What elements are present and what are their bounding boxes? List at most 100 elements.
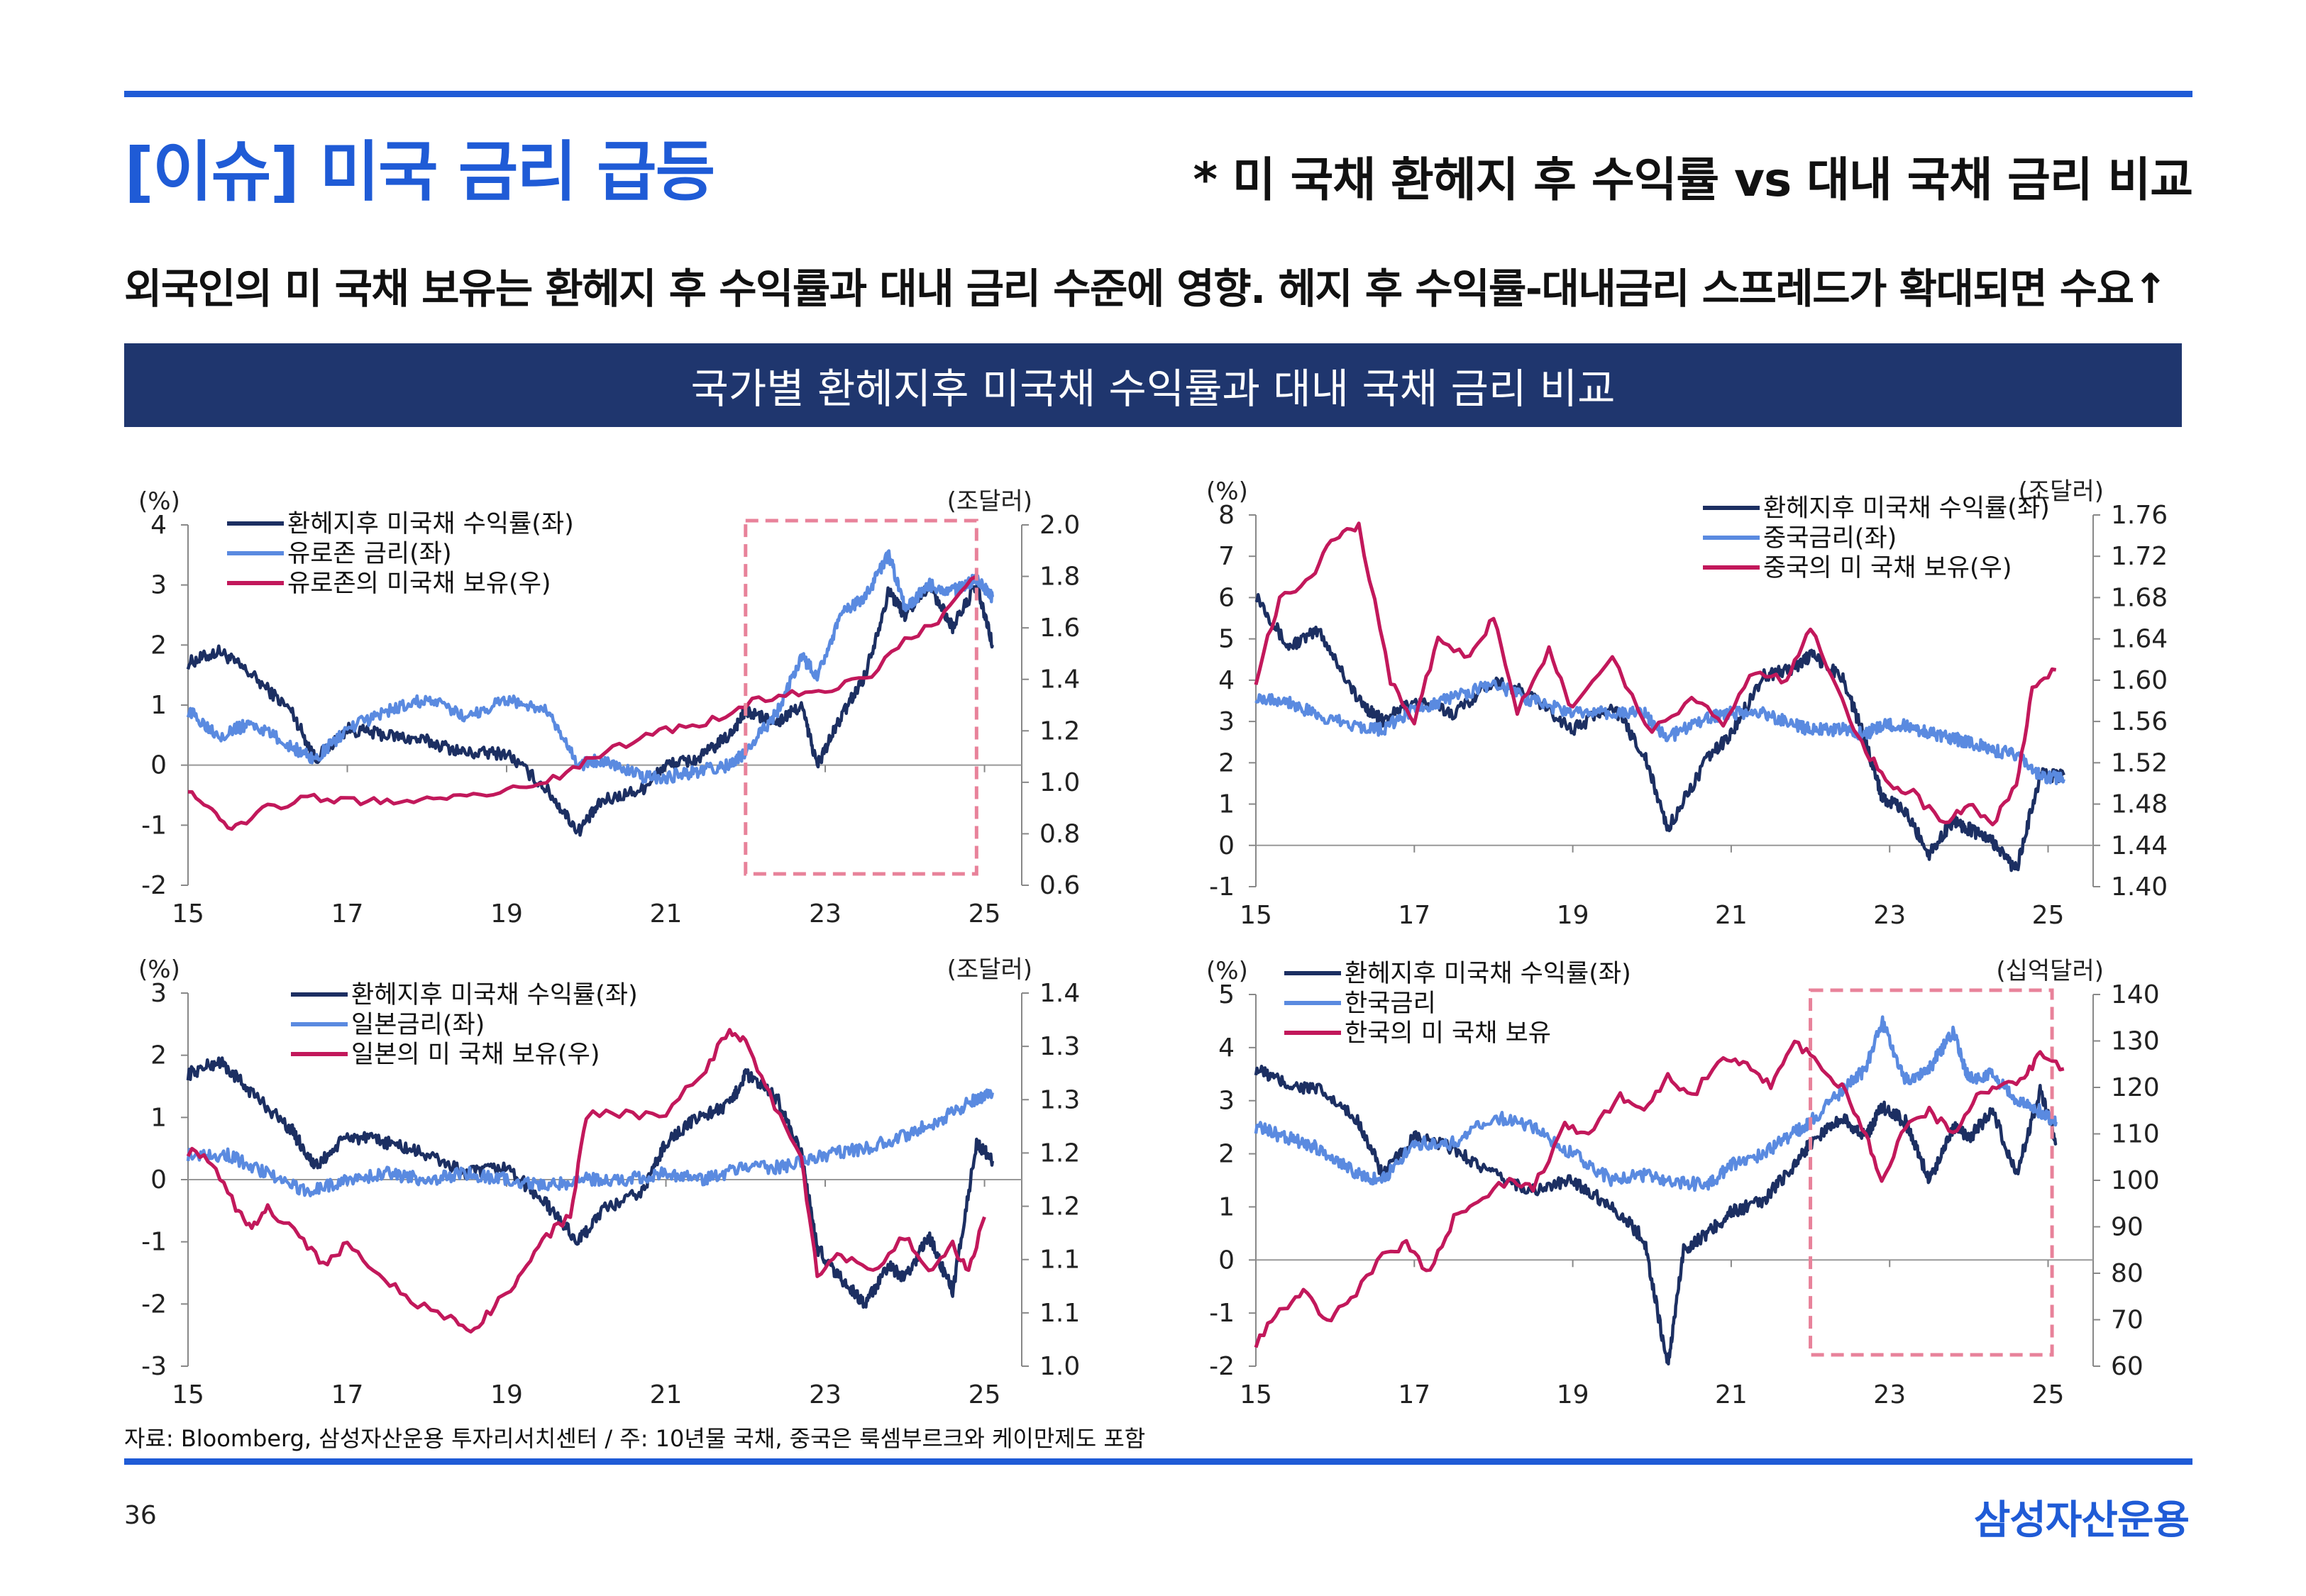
legend-label: 유로존 금리(좌) [287, 540, 452, 568]
left-tick-label: 2 [1218, 748, 1235, 777]
x-tick-label: 23 [809, 899, 842, 929]
left-tick-label: 2 [1218, 1140, 1235, 1169]
left-tick-label: 5 [1218, 625, 1235, 654]
right-unit-label: (조달러) [947, 955, 1032, 984]
series-line-3 [1254, 521, 2057, 826]
right-tick-label: 1.56 [2111, 707, 2168, 736]
right-tick-label: 1.72 [2111, 542, 2168, 571]
bottom-rule [124, 1458, 2192, 1465]
series-line-3 [186, 1028, 986, 1334]
left-tick-label: 8 [1218, 501, 1235, 530]
left-tick-label: -3 [141, 1352, 167, 1381]
x-tick-label: 15 [1240, 1380, 1272, 1409]
left-unit-label: (%) [1206, 957, 1248, 985]
right-unit-label: (조달러) [947, 487, 1032, 516]
left-tick-label: 1 [150, 1103, 167, 1132]
left-tick-label: 5 [1218, 980, 1235, 1009]
left-tick-label: -2 [141, 871, 167, 900]
x-tick-label: 23 [1873, 1380, 1906, 1409]
x-tick-label: 21 [1715, 1380, 1748, 1409]
right-tick-label: 1.8 [1039, 563, 1080, 592]
x-tick-label: 25 [969, 899, 1001, 929]
chart-korea: (%) (십억달러)543210-1-2140130120110100908070… [1206, 957, 2160, 1409]
right-tick-label: 110 [2111, 1120, 2160, 1149]
page-subtitle: * 미 국채 환헤지 후 수익률 vs 대내 국채 금리 비교 [1193, 153, 2193, 207]
legend-label: 일본금리(좌) [351, 1011, 485, 1039]
highlight-box [1809, 988, 2054, 1357]
x-tick-label: 19 [490, 899, 523, 929]
right-tick-label: 1.6 [1039, 614, 1080, 643]
series-line-2 [1254, 1015, 2058, 1192]
x-tick-label: 19 [1557, 901, 1589, 930]
right-tick-label: 1.64 [2111, 625, 2168, 654]
series-line-2 [186, 549, 995, 785]
series-line-2 [1254, 679, 2065, 786]
left-tick-label: 4 [150, 511, 167, 540]
chart-eurozone: (%) (조달러)43210-1-22.01.81.61.41.21.00.80.… [138, 487, 1080, 929]
left-tick-label: 4 [1218, 1033, 1235, 1063]
x-tick-label: 15 [172, 899, 204, 929]
right-tick-label: 1.2 [1039, 1192, 1080, 1221]
legend-label: 환헤지후 미국채 수익률(좌) [1763, 494, 2050, 523]
right-tick-label: 1.60 [2111, 666, 2168, 695]
left-tick-label: -1 [141, 811, 167, 840]
x-tick-label: 19 [490, 1380, 523, 1409]
x-tick-label: 17 [331, 899, 364, 929]
page-title: [이슈] 미국 금리 급등 [124, 134, 715, 210]
chart-china: (%) (조달러)876543210-11.761.721.681.641.601… [1206, 477, 2168, 930]
x-tick-label: 25 [2032, 1380, 2065, 1409]
right-tick-label: 0.8 [1039, 819, 1080, 848]
left-tick-label: 1 [150, 691, 167, 720]
right-tick-label: 1.44 [2111, 831, 2168, 860]
right-tick-label: 1.0 [1039, 1352, 1080, 1381]
legend-label: 중국의 미 국채 보유(우) [1763, 554, 2012, 582]
page-number: 36 [124, 1501, 157, 1530]
x-tick-label: 19 [1557, 1380, 1589, 1409]
x-tick-label: 17 [1398, 901, 1430, 930]
right-tick-label: 0.6 [1039, 871, 1080, 900]
brand-logo: 삼성자산운용 [1973, 1497, 2190, 1544]
right-tick-label: 1.1 [1039, 1246, 1080, 1275]
legend-label: 환헤지후 미국채 수익률(좌) [351, 981, 638, 1009]
headline: 외국인의 미 국채 보유는 환헤지 후 수익률과 대내 금리 수준에 영향. 헤… [124, 265, 2168, 313]
right-tick-label: 2.0 [1039, 511, 1080, 540]
left-tick-label: 1 [1218, 790, 1235, 819]
right-tick-label: 120 [2111, 1073, 2160, 1102]
right-tick-label: 1.4 [1039, 979, 1080, 1008]
left-tick-label: -1 [1209, 1299, 1235, 1328]
series-line-3 [187, 575, 978, 831]
right-tick-label: 1.1 [1039, 1299, 1080, 1328]
right-tick-label: 1.40 [2111, 872, 2168, 902]
left-tick-label: 0 [1218, 831, 1235, 860]
series-line-1 [1254, 1064, 2058, 1366]
left-tick-label: 4 [1218, 666, 1235, 695]
x-tick-label: 21 [1715, 901, 1748, 930]
right-unit-label: (조달러) [2019, 477, 2104, 506]
x-tick-label: 23 [809, 1380, 842, 1409]
chart-banner: 국가별 환헤지후 미국채 수익률과 대내 국채 금리 비교 [124, 343, 2182, 427]
right-tick-label: 1.2 [1039, 716, 1080, 746]
left-tick-label: 7 [1218, 542, 1235, 571]
right-tick-label: 1.0 [1039, 768, 1080, 797]
right-unit-label: (십억달러) [1996, 957, 2104, 985]
x-tick-label: 17 [1398, 1380, 1430, 1409]
x-tick-label: 21 [650, 899, 683, 929]
left-tick-label: -1 [1209, 872, 1235, 902]
x-tick-label: 23 [1873, 901, 1906, 930]
right-tick-label: 1.4 [1039, 665, 1080, 694]
left-tick-label: 0 [150, 751, 167, 780]
right-tick-label: 1.76 [2111, 501, 2168, 530]
left-tick-label: 2 [150, 1041, 167, 1070]
legend-label: 환헤지후 미국채 수익률(좌) [287, 510, 574, 538]
x-tick-label: 15 [172, 1380, 204, 1409]
right-tick-label: 70 [2111, 1306, 2144, 1335]
right-tick-label: 1.2 [1039, 1138, 1080, 1168]
left-tick-label: 2 [150, 631, 167, 660]
right-tick-label: 140 [2111, 980, 2160, 1009]
left-tick-label: 3 [1218, 707, 1235, 736]
left-tick-label: 3 [1218, 1087, 1235, 1116]
right-tick-label: 80 [2111, 1259, 2144, 1288]
series-line-1 [186, 1056, 995, 1309]
left-unit-label: (%) [1206, 477, 1248, 506]
